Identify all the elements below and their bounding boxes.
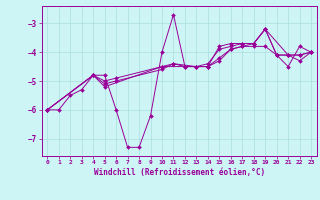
X-axis label: Windchill (Refroidissement éolien,°C): Windchill (Refroidissement éolien,°C) (94, 168, 265, 177)
